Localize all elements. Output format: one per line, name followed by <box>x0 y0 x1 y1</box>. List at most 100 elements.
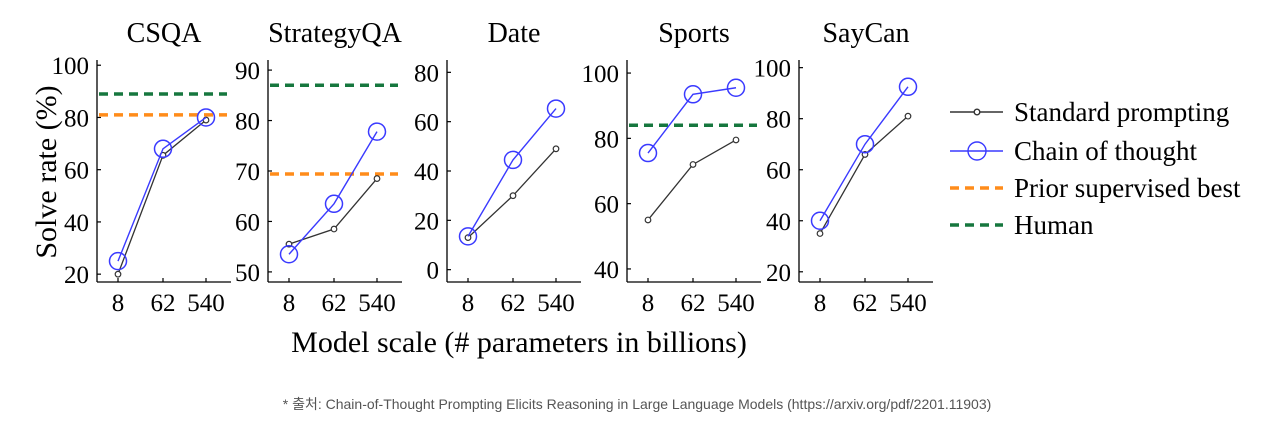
chain-of-thought-point <box>683 85 703 104</box>
standard-prompting-line <box>647 139 737 221</box>
source-caption: * 출처: Chain-of-Thought Prompting Elicits… <box>282 396 992 412</box>
panel-title: SayCan <box>822 18 909 49</box>
y-tick-label: 60 <box>766 158 791 185</box>
y-tick-label: 100 <box>52 53 90 80</box>
y-tick-label: 60 <box>235 209 260 236</box>
chain-of-thought-point <box>108 251 128 271</box>
standard-prompting-point <box>509 192 517 200</box>
standard-prompting-point <box>114 270 122 278</box>
x-tick-label: 8 <box>462 290 475 317</box>
chain-of-thought-point <box>324 194 344 214</box>
standard-prompting-point <box>689 161 697 168</box>
legend-item: Prior supervised best <box>950 173 1241 203</box>
x-tick-label: 8 <box>642 290 655 317</box>
chain-of-thought-line <box>819 86 909 222</box>
chain-of-thought-point <box>855 134 875 154</box>
x-axis-label: Model scale (# parameters in billions) <box>291 326 747 359</box>
y-tick-label: 90 <box>235 58 260 85</box>
y-tick-label: 20 <box>414 208 439 235</box>
chain-of-thought-point <box>153 139 173 159</box>
x-tick-label: 62 <box>853 290 878 317</box>
x-tick-label: 8 <box>283 290 296 317</box>
y-tick-label: 20 <box>766 260 791 287</box>
chart-panel-1: StrategyQA 50 60 70 80 90 8 62 540 <box>235 18 403 317</box>
legend-label: Human <box>1014 210 1094 240</box>
chain-of-thought-point <box>726 78 746 97</box>
y-tick-label: 80 <box>64 105 89 132</box>
x-tick-label: 8 <box>814 290 827 317</box>
chart-panel-3: Sports 40 60 80 100 8 62 540 <box>582 18 761 317</box>
chain-of-thought-line <box>117 116 207 262</box>
legend-label: Standard prompting <box>1014 97 1229 127</box>
y-tick-label: 40 <box>414 159 439 186</box>
y-tick-label: 40 <box>64 210 89 237</box>
x-tick-label: 8 <box>112 290 125 317</box>
panel-title: CSQA <box>127 18 202 49</box>
chain-of-thought-point <box>546 99 566 118</box>
chain-of-thought-point <box>503 150 523 170</box>
standard-prompting-point <box>904 112 912 120</box>
x-tick-label: 62 <box>322 290 347 317</box>
legend-item: Chain of thought <box>950 136 1197 166</box>
legend-label: Prior supervised best <box>1014 173 1241 203</box>
standard-prompting-point <box>816 230 824 237</box>
y-tick-label: 100 <box>754 56 792 83</box>
standard-prompting-point <box>552 145 560 153</box>
y-tick-label: 60 <box>414 110 439 137</box>
chain-of-thought-line <box>467 108 557 237</box>
y-axis-label: Solve rate (%) <box>30 85 63 258</box>
chain-of-thought-point <box>638 143 658 163</box>
x-tick-label: 540 <box>358 290 396 317</box>
legend-marker <box>967 141 987 161</box>
y-tick-label: 80 <box>235 109 260 136</box>
legend-marker <box>973 108 981 116</box>
legend-item: Human <box>950 210 1094 240</box>
standard-prompting-point <box>373 175 381 182</box>
y-tick-label: 80 <box>594 126 619 153</box>
panel-title: StrategyQA <box>268 18 403 49</box>
y-tick-label: 60 <box>594 192 619 219</box>
chart-panel-2: Date 0 20 40 60 80 8 62 540 <box>414 18 581 317</box>
chart-legend: Standard prompting Chain of thought Prior … <box>950 97 1241 240</box>
standard-prompting-point <box>644 216 652 224</box>
standard-prompting-point <box>330 225 338 233</box>
chain-of-thought-point <box>810 211 830 231</box>
y-tick-label: 0 <box>427 258 440 285</box>
y-tick-label: 40 <box>594 257 619 284</box>
chain-of-thought-point <box>898 77 918 97</box>
standard-prompting-point <box>464 234 472 242</box>
chain-of-thought-line <box>647 87 737 154</box>
chain-of-thought-line <box>288 131 378 255</box>
x-tick-label: 540 <box>537 290 575 317</box>
panel-title: Sports <box>658 18 730 49</box>
chain-of-thought-point <box>279 245 299 264</box>
y-tick-label: 70 <box>235 159 260 186</box>
y-tick-label: 80 <box>766 107 791 134</box>
standard-prompting-point <box>732 136 740 144</box>
standard-prompting-line <box>819 115 909 234</box>
standard-prompting-line <box>288 178 378 245</box>
chart-panel-4: SayCan 20 40 60 80 100 8 62 540 <box>754 18 933 317</box>
y-tick-label: 80 <box>414 60 439 87</box>
y-tick-label: 100 <box>582 61 620 88</box>
chain-of-thought-point <box>196 108 216 127</box>
y-tick-label: 50 <box>235 260 260 287</box>
legend-item: Standard prompting <box>950 97 1229 127</box>
y-tick-label: 20 <box>64 262 89 289</box>
x-tick-label: 540 <box>717 290 755 317</box>
legend-label: Chain of thought <box>1014 136 1197 166</box>
y-tick-label: 60 <box>64 158 89 185</box>
standard-prompting-line <box>117 119 207 275</box>
chain-of-thought-point <box>367 122 387 141</box>
x-tick-label: 62 <box>151 290 176 317</box>
chart-panel-0: CSQA 20 40 60 80 100 8 62 540 <box>52 18 231 317</box>
x-tick-label: 540 <box>889 290 927 317</box>
panel-title: Date <box>488 18 541 49</box>
x-tick-label: 62 <box>681 290 706 317</box>
x-tick-label: 540 <box>187 290 225 317</box>
chain-of-thought-point <box>458 227 478 246</box>
x-tick-label: 62 <box>501 290 526 317</box>
y-tick-label: 40 <box>766 209 791 236</box>
chart-figure: Solve rate (%) Model scale (# parameters… <box>30 18 1241 359</box>
